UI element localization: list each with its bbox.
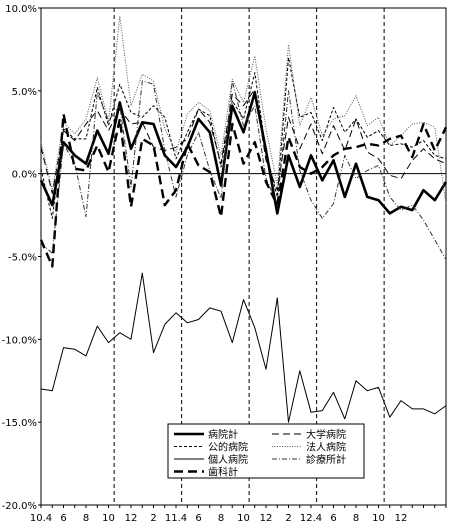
x-tick-label: 8 xyxy=(353,513,359,524)
y-axis-tick-labels: 10.0% 5.0% 0.0% -5.0% -10.0% -15.0% -20.0% xyxy=(2,4,41,512)
x-tick-label: 10 xyxy=(237,513,250,524)
x-tick-label: 10.4 xyxy=(30,513,52,524)
x-tick-label: 6 xyxy=(60,513,66,524)
series-line-6 xyxy=(39,112,448,268)
y-tick-label: 10.0% xyxy=(5,4,37,15)
series-line-3 xyxy=(40,15,447,204)
series-line-1 xyxy=(40,88,447,194)
series-line-5 xyxy=(40,80,447,261)
legend-label-6: 歯科計 xyxy=(208,466,238,479)
x-tick-label: 12.4 xyxy=(300,513,322,524)
x-tick-label: 10 xyxy=(102,513,115,524)
x-tick-label: 6 xyxy=(195,513,201,524)
legend-label-0: 病院計 xyxy=(208,428,238,441)
y-tick-label: -15.0% xyxy=(2,418,37,429)
x-tick-label: 2 xyxy=(285,513,291,524)
y-tick-label: -10.0% xyxy=(2,335,37,346)
series-lines xyxy=(39,15,448,423)
x-axis-tick-labels: 10.4 6 8 10 12 2 11.4 6 8 10 12 2 12.4 6 8 10 12 xyxy=(30,505,447,524)
legend-label-5: 診療所計 xyxy=(306,453,346,466)
legend-label-1: 大学病院 xyxy=(306,428,346,441)
series-line-2 xyxy=(40,57,447,219)
x-tick-label: 10 xyxy=(372,513,385,524)
x-tick-label: 8 xyxy=(218,513,224,524)
x-tick-label: 12 xyxy=(395,513,408,524)
x-tick-label: 12 xyxy=(125,513,138,524)
y-tick-label: -5.0% xyxy=(8,253,37,264)
y-tick-label: 5.0% xyxy=(12,87,37,98)
x-tick-label: 2 xyxy=(150,513,156,524)
x-tick-label: 6 xyxy=(330,513,336,524)
x-tick-label: 8 xyxy=(83,513,89,524)
y-tick-label: 0.0% xyxy=(12,170,37,181)
series-line-4 xyxy=(40,272,447,423)
year-separators xyxy=(113,8,385,505)
legend-label-4: 個人病院 xyxy=(208,453,248,466)
legend-label-2: 公的病院 xyxy=(208,441,248,454)
x-tick-label: 11.4 xyxy=(165,513,187,524)
x-tick-label: 12 xyxy=(260,513,273,524)
series-line-0 xyxy=(39,91,448,215)
y-tick-label: -20.0% xyxy=(2,501,37,512)
legend-label-3: 法人病院 xyxy=(306,441,346,454)
